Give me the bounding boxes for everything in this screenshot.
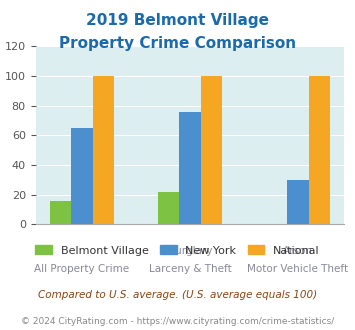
- Bar: [201, 76, 222, 224]
- Text: Property Crime Comparison: Property Crime Comparison: [59, 36, 296, 51]
- Text: 2019 Belmont Village: 2019 Belmont Village: [86, 13, 269, 28]
- Text: Motor Vehicle Theft: Motor Vehicle Theft: [247, 264, 349, 274]
- Bar: [71, 128, 93, 224]
- Bar: [50, 201, 71, 224]
- Text: Larceny & Theft: Larceny & Theft: [148, 264, 231, 274]
- Text: Burglary: Burglary: [168, 246, 212, 256]
- Text: Arson: Arson: [283, 246, 313, 256]
- Bar: [309, 76, 330, 224]
- Bar: [158, 192, 179, 224]
- Bar: [179, 112, 201, 224]
- Bar: [93, 76, 114, 224]
- Legend: Belmont Village, New York, National: Belmont Village, New York, National: [31, 241, 324, 260]
- Bar: [287, 180, 309, 224]
- Text: Compared to U.S. average. (U.S. average equals 100): Compared to U.S. average. (U.S. average …: [38, 290, 317, 300]
- Text: All Property Crime: All Property Crime: [34, 264, 130, 274]
- Text: © 2024 CityRating.com - https://www.cityrating.com/crime-statistics/: © 2024 CityRating.com - https://www.city…: [21, 317, 334, 326]
